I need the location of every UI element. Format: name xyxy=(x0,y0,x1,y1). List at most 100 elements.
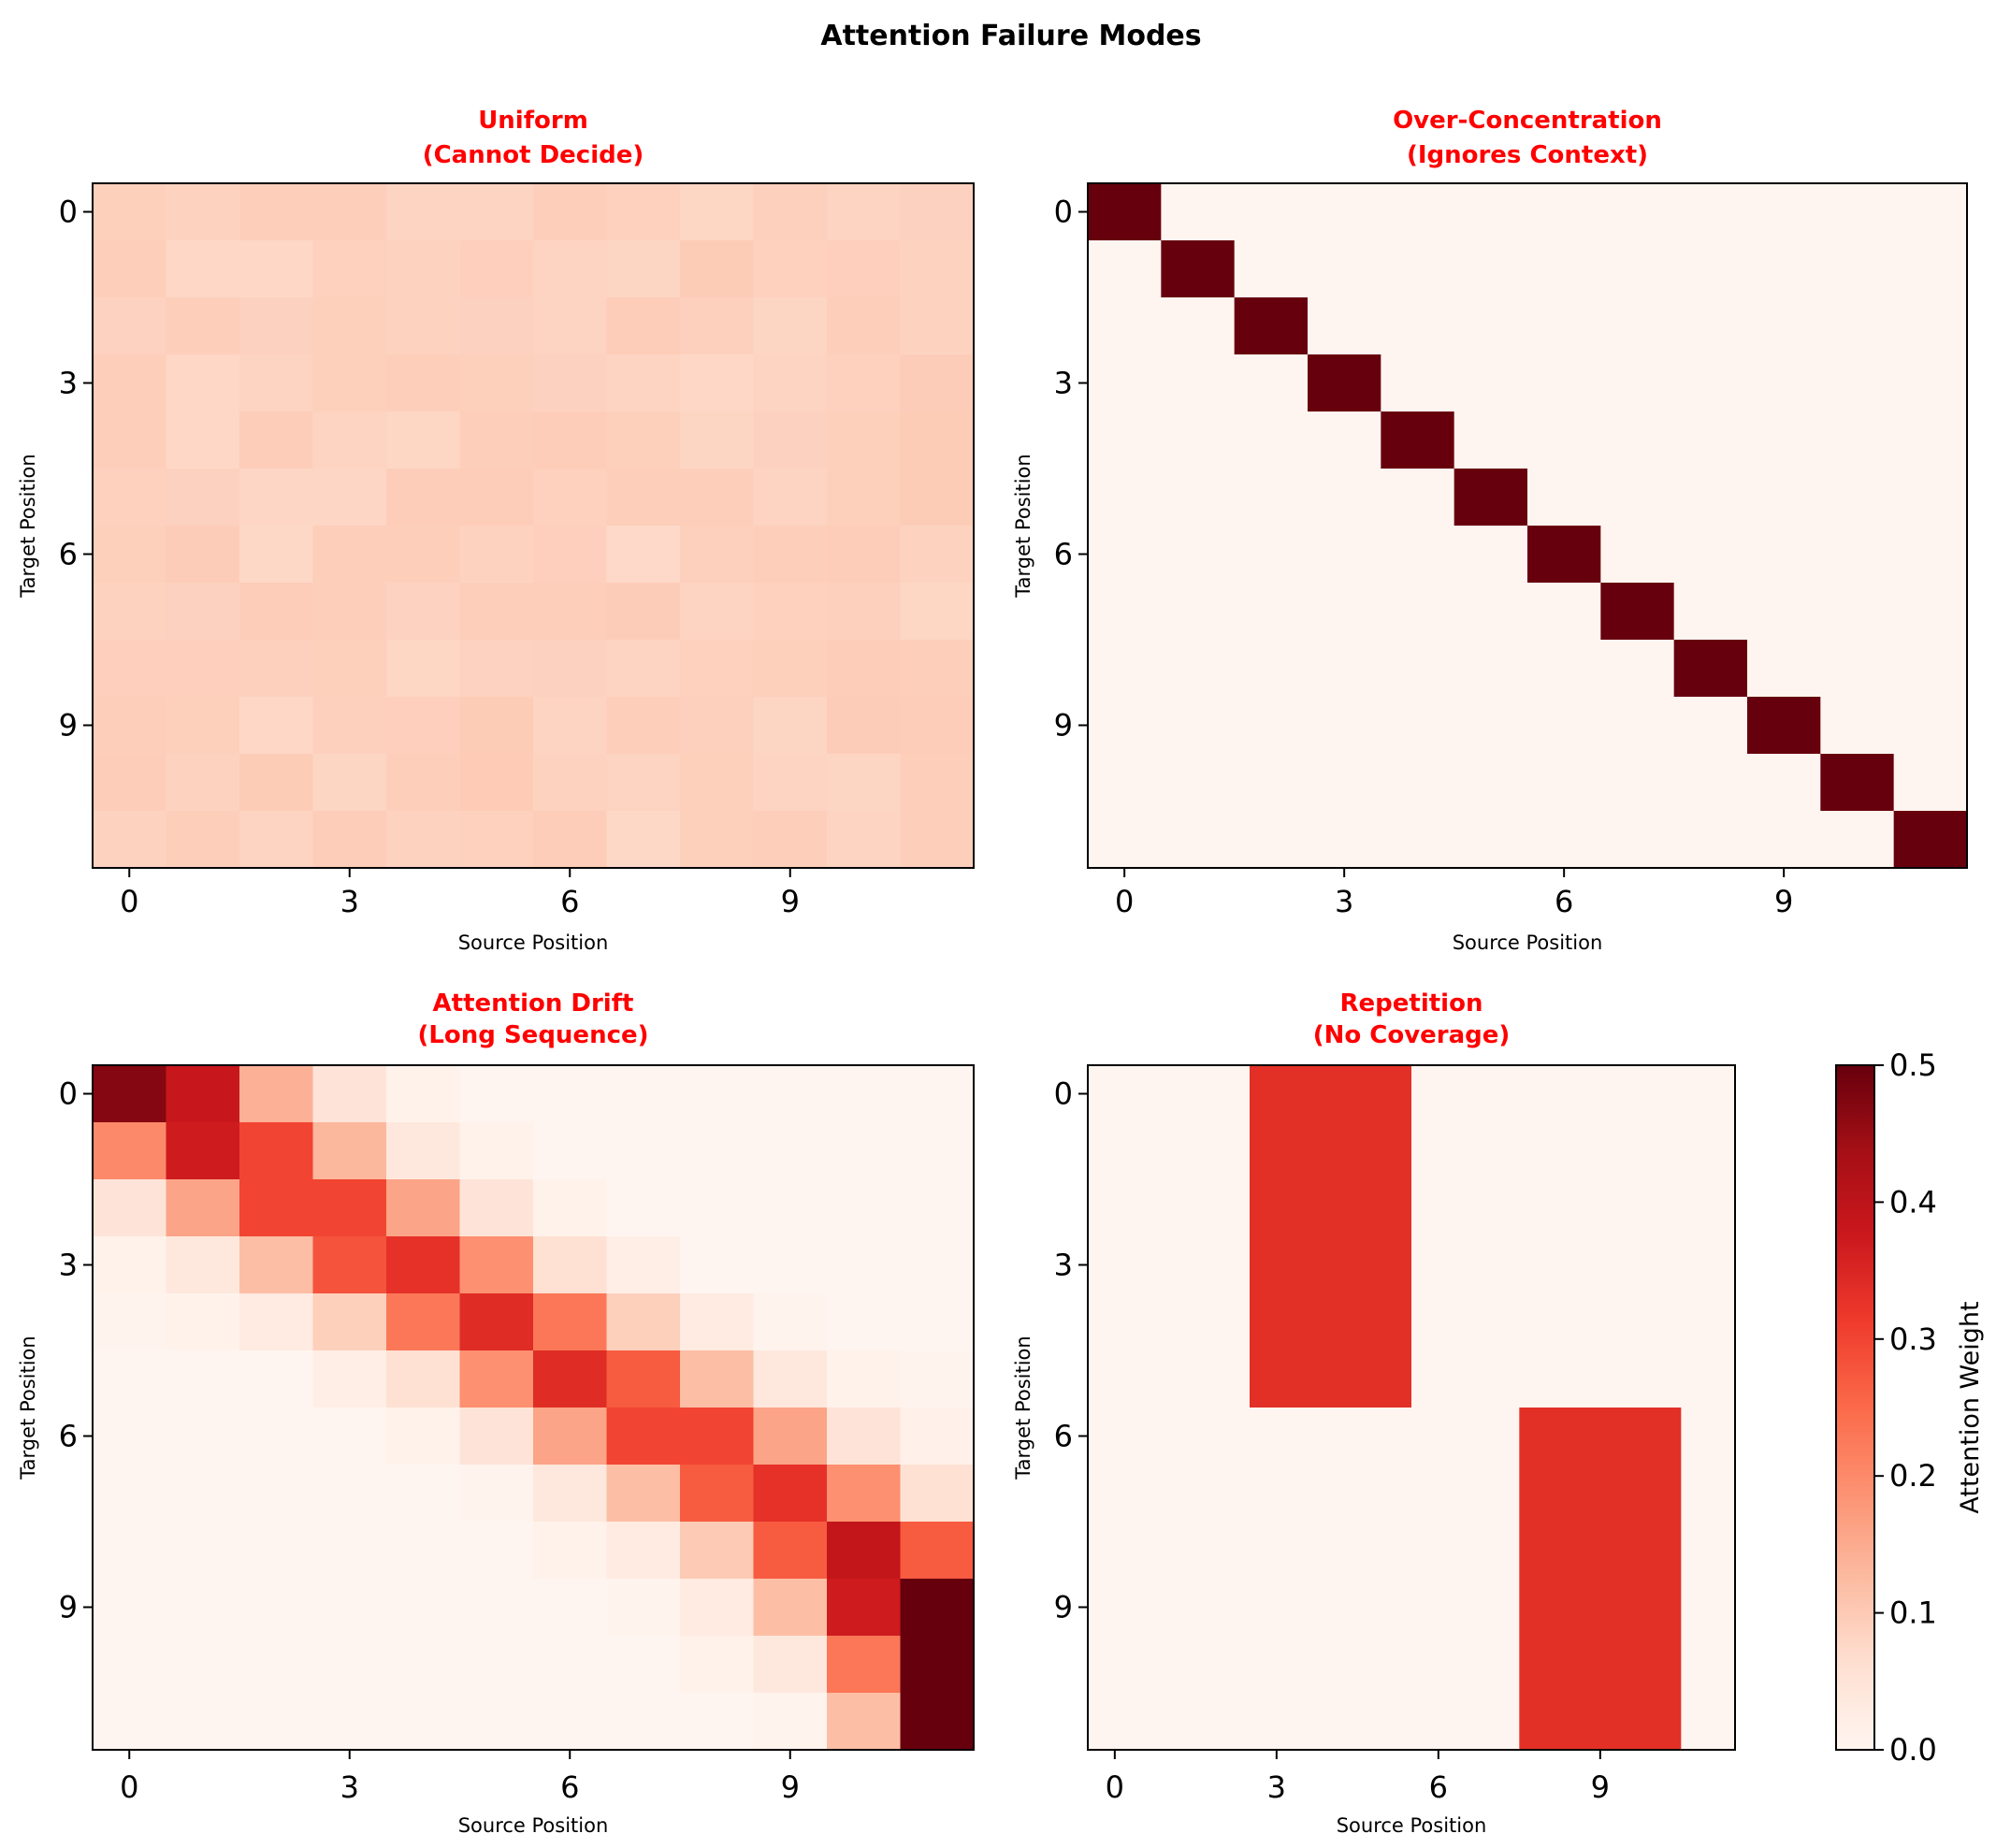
y-tick-label: 9 xyxy=(59,708,78,744)
heatmap-cell-r3-c7 xyxy=(606,354,681,412)
colorbar-tick-label: 0.2 xyxy=(1889,1458,1937,1494)
heatmap-cell-r6-c8 xyxy=(1519,1408,1574,1465)
heatmap-cell-r6-c8 xyxy=(680,1408,755,1465)
heatmap-cell-r11-c9 xyxy=(1747,811,1821,869)
heatmap-cell-r1-c4 xyxy=(1381,240,1455,298)
heatmap-cell-r1-c8 xyxy=(1673,240,1748,298)
heatmap-cell-r7-c10 xyxy=(827,583,902,641)
heatmap-cell-r3-c3 xyxy=(312,354,387,412)
heatmap-cell-r11-c10 xyxy=(827,811,902,869)
heatmap-cell-r0-c0 xyxy=(93,183,167,241)
colorbar-tick-label: 0.3 xyxy=(1889,1321,1937,1357)
heatmap-cell-r10-c0 xyxy=(1088,1636,1143,1694)
heatmap-cell-r9-c7 xyxy=(606,697,681,755)
heatmap-cell-r7-c2 xyxy=(239,583,314,641)
heatmap-cell-r2-c11 xyxy=(1681,1179,1736,1237)
heatmap-cell-r7-c6 xyxy=(533,583,608,641)
heatmap-cell-r1-c4 xyxy=(386,240,461,298)
heatmap-cell-r5-c5 xyxy=(459,1350,534,1408)
heatmap-cell-r2-c4 xyxy=(386,297,461,355)
heatmap-cell-r1-c9 xyxy=(1747,240,1821,298)
heatmap-cell-r3-c0 xyxy=(93,1236,167,1294)
heatmap-cell-r6-c2 xyxy=(1234,526,1309,584)
heatmap-cell-r0-c9 xyxy=(1747,183,1821,241)
heatmap-cell-r1-c0 xyxy=(93,240,167,298)
heatmap-cell-r9-c0 xyxy=(1088,1579,1143,1637)
panel-subtitle: (No Coverage) xyxy=(1313,1021,1511,1049)
heatmap-cell-r6-c8 xyxy=(680,526,755,584)
heatmap-cell-r8-c4 xyxy=(386,1522,461,1580)
heatmap-cell-r8-c2 xyxy=(1195,1522,1251,1580)
heatmap-cell-r2-c9 xyxy=(1573,1179,1628,1237)
heatmap-cell-r2-c2 xyxy=(1234,297,1309,355)
heatmap-cell-r2-c10 xyxy=(1820,297,1895,355)
heatmap-cell-r8-c11 xyxy=(1893,640,1968,698)
heatmap-cell-r2-c4 xyxy=(386,1179,461,1237)
heatmap-cell-r7-c11 xyxy=(1681,1465,1736,1523)
heatmap-cell-r1-c7 xyxy=(1465,1122,1520,1180)
y-axis-label: Target Position xyxy=(1012,454,1034,598)
heatmap-cell-r3-c11 xyxy=(1893,354,1968,412)
heatmap-cell-r9-c6 xyxy=(1411,1579,1467,1637)
heatmap-cell-r4-c6 xyxy=(533,411,608,469)
heatmap-cell-r2-c9 xyxy=(753,297,828,355)
heatmap-cell-r0-c1 xyxy=(166,183,240,241)
heatmap-cell-r5-c3 xyxy=(312,1350,387,1408)
heatmap-cell-r11-c7 xyxy=(606,811,681,869)
heatmap-cell-r11-c2 xyxy=(1195,1693,1251,1751)
heatmap-cell-r2-c1 xyxy=(166,1179,240,1237)
heatmap-cell-r2-c11 xyxy=(900,1179,975,1237)
heatmap-cell-r10-c8 xyxy=(1673,754,1748,812)
heatmap-cell-r7-c10 xyxy=(1627,1465,1682,1523)
heatmap-cell-r0-c6 xyxy=(1527,183,1601,241)
heatmap-cell-r9-c3 xyxy=(312,1579,387,1637)
heatmap-cell-r2-c3 xyxy=(312,297,387,355)
heatmap-cell-r0-c11 xyxy=(900,183,975,241)
heatmap-cell-r7-c6 xyxy=(533,1465,608,1523)
heatmap-cell-r7-c2 xyxy=(239,1465,314,1523)
heatmap-cell-r4-c0 xyxy=(93,1293,167,1351)
heatmap-cell-r1-c0 xyxy=(1088,240,1162,298)
heatmap-cell-r6-c4 xyxy=(386,1408,461,1465)
heatmap-cell-r8-c0 xyxy=(93,640,167,698)
heatmap-cell-r11-c7 xyxy=(1465,1693,1520,1751)
heatmap-cell-r8-c3 xyxy=(312,1522,387,1580)
heatmap-cell-r4-c1 xyxy=(166,411,240,469)
heatmap-cell-r2-c6 xyxy=(1411,1179,1467,1237)
heatmap-cell-r6-c3 xyxy=(1308,526,1381,584)
heatmap-cell-r0-c4 xyxy=(1303,1065,1358,1123)
heatmap-cell-r5-c5 xyxy=(1357,1350,1412,1408)
x-tick-label: 0 xyxy=(120,1769,138,1805)
heatmap-cell-r6-c10 xyxy=(1627,1408,1682,1465)
heatmap-cell-r1-c11 xyxy=(1681,1122,1736,1180)
x-tick-label: 3 xyxy=(1267,1769,1286,1805)
heatmap-cell-r1-c2 xyxy=(1195,1122,1251,1180)
heatmap-cell-r3-c0 xyxy=(93,354,167,412)
heatmap-cell-r9-c10 xyxy=(827,697,902,755)
heatmap-cell-r11-c1 xyxy=(166,811,240,869)
heatmap-cell-r5-c5 xyxy=(1454,469,1528,527)
heatmap-cell-r9-c10 xyxy=(1627,1579,1682,1637)
heatmap-cell-r10-c10 xyxy=(827,754,902,812)
heatmap-cell-r3-c10 xyxy=(827,354,902,412)
heatmap-cell-r4-c10 xyxy=(827,411,902,469)
y-tick-label: 0 xyxy=(1054,1076,1073,1112)
y-tick-label: 0 xyxy=(59,1076,78,1112)
heatmap-cell-r1-c8 xyxy=(680,1122,755,1180)
heatmap-cell-r11-c10 xyxy=(1627,1693,1682,1751)
heatmap-cell-r11-c6 xyxy=(1527,811,1601,869)
heatmap-cell-r5-c10 xyxy=(827,469,902,527)
heatmap-cell-r11-c8 xyxy=(680,811,755,869)
heatmap-cell-r7-c8 xyxy=(1673,583,1748,641)
figure-title: Attention Failure Modes xyxy=(820,20,1201,52)
y-tick-label: 0 xyxy=(1054,195,1073,230)
heatmap-cell-r11-c3 xyxy=(1308,811,1381,869)
heatmap-cell-r7-c1 xyxy=(166,583,240,641)
heatmap-cell-r6-c8 xyxy=(1673,526,1748,584)
heatmap-cell-r4-c11 xyxy=(900,411,975,469)
heatmap-cell-r7-c3 xyxy=(312,1465,387,1523)
heatmap-cell-r5-c1 xyxy=(1141,1350,1196,1408)
heatmap-cell-r7-c2 xyxy=(1195,1465,1251,1523)
heatmap-cell-r0-c3 xyxy=(312,183,387,241)
heatmap-cell-r3-c0 xyxy=(1088,1236,1143,1294)
